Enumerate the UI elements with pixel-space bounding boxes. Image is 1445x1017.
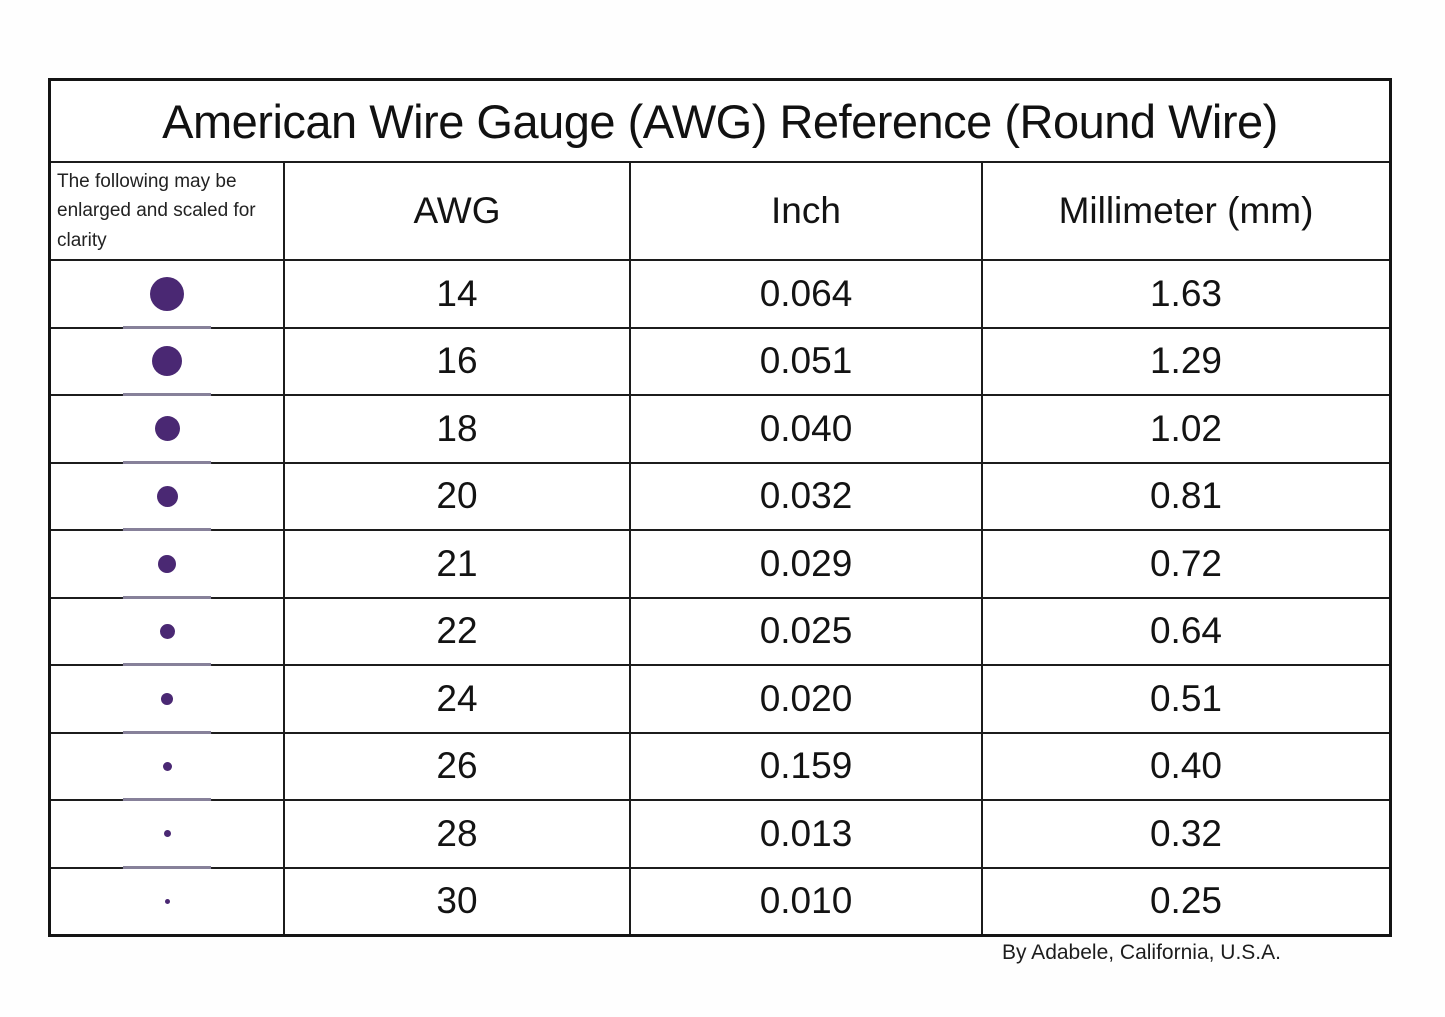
awg-value-cell: 24 bbox=[285, 666, 629, 732]
inch-value-cell: 0.013 bbox=[631, 801, 981, 867]
awg-value-cell: 16 bbox=[285, 328, 629, 394]
wire-dot-cell bbox=[51, 666, 283, 734]
mm-value-cell: 0.32 bbox=[983, 801, 1389, 867]
mm-value-cell: 1.02 bbox=[983, 396, 1389, 462]
wire-size-dot-icon bbox=[156, 485, 178, 507]
dot-underline-decorative-line bbox=[123, 865, 211, 869]
wire-size-dot-icon bbox=[150, 276, 184, 311]
awg-value-cell: 18 bbox=[285, 396, 629, 462]
column-header-awg: AWG bbox=[285, 163, 629, 259]
mm-value-cell: 0.40 bbox=[983, 733, 1389, 799]
awg-value-cell: 14 bbox=[285, 261, 629, 327]
wire-dot-cell bbox=[51, 328, 283, 396]
wire-dot-cell bbox=[51, 598, 283, 666]
inch-value-cell: 0.010 bbox=[631, 868, 981, 934]
wire-size-dot-icon bbox=[152, 346, 182, 377]
awg-value-cell: 28 bbox=[285, 801, 629, 867]
wire-size-dot-icon bbox=[161, 692, 173, 705]
dot-underline-decorative-line bbox=[123, 595, 211, 599]
inch-value-cell: 0.025 bbox=[631, 598, 981, 664]
column-header-millimeter: Millimeter (mm) bbox=[983, 163, 1389, 259]
dot-underline-decorative-line bbox=[123, 393, 211, 396]
wire-dot-cell bbox=[51, 463, 283, 531]
wire-size-dot-icon bbox=[158, 554, 176, 573]
awg-value-cell: 26 bbox=[285, 733, 629, 799]
inch-value-cell: 0.064 bbox=[631, 261, 981, 327]
inch-value-cell: 0.020 bbox=[631, 666, 981, 732]
wire-size-dot-icon bbox=[162, 761, 172, 771]
wire-dot-cell bbox=[51, 801, 283, 869]
awg-value-cell: 22 bbox=[285, 598, 629, 664]
mm-value-cell: 0.51 bbox=[983, 666, 1389, 732]
awg-reference-table: American Wire Gauge (AWG) Reference (Rou… bbox=[48, 78, 1392, 937]
wire-dot-cell bbox=[51, 868, 283, 934]
inch-value-cell: 0.032 bbox=[631, 463, 981, 529]
wire-dot-cell bbox=[51, 261, 283, 329]
mm-value-cell: 0.72 bbox=[983, 531, 1389, 597]
dot-underline-decorative-line bbox=[123, 663, 211, 666]
mm-value-cell: 0.25 bbox=[983, 868, 1389, 934]
dot-underline-decorative-line bbox=[123, 460, 211, 464]
mm-value-cell: 0.81 bbox=[983, 463, 1389, 529]
inch-value-cell: 0.159 bbox=[631, 733, 981, 799]
inch-value-cell: 0.029 bbox=[631, 531, 981, 597]
wire-dot-cell bbox=[51, 396, 283, 464]
wire-dot-cell bbox=[51, 733, 283, 801]
inch-value-cell: 0.051 bbox=[631, 328, 981, 394]
mm-value-cell: 1.29 bbox=[983, 328, 1389, 394]
awg-value-cell: 21 bbox=[285, 531, 629, 597]
inch-value-cell: 0.040 bbox=[631, 396, 981, 462]
wire-dot-cell bbox=[51, 531, 283, 599]
dot-underline-decorative-line bbox=[123, 730, 211, 734]
scale-note: The following may be enlarged and scaled… bbox=[51, 163, 283, 259]
dot-underline-decorative-line bbox=[123, 798, 211, 801]
dot-underline-decorative-line bbox=[123, 528, 211, 531]
awg-value-cell: 30 bbox=[285, 868, 629, 934]
wire-size-dot-icon bbox=[163, 830, 171, 838]
credit-line: By Adabele, California, U.S.A. bbox=[1002, 941, 1281, 964]
mm-value-cell: 0.64 bbox=[983, 598, 1389, 664]
mm-value-cell: 1.63 bbox=[983, 261, 1389, 327]
wire-size-dot-icon bbox=[164, 898, 170, 904]
awg-value-cell: 20 bbox=[285, 463, 629, 529]
page-title: American Wire Gauge (AWG) Reference (Rou… bbox=[51, 81, 1389, 161]
wire-size-dot-icon bbox=[159, 623, 175, 639]
wire-size-dot-icon bbox=[154, 416, 180, 442]
column-header-inch: Inch bbox=[631, 163, 981, 259]
dot-underline-decorative-line bbox=[123, 325, 211, 329]
